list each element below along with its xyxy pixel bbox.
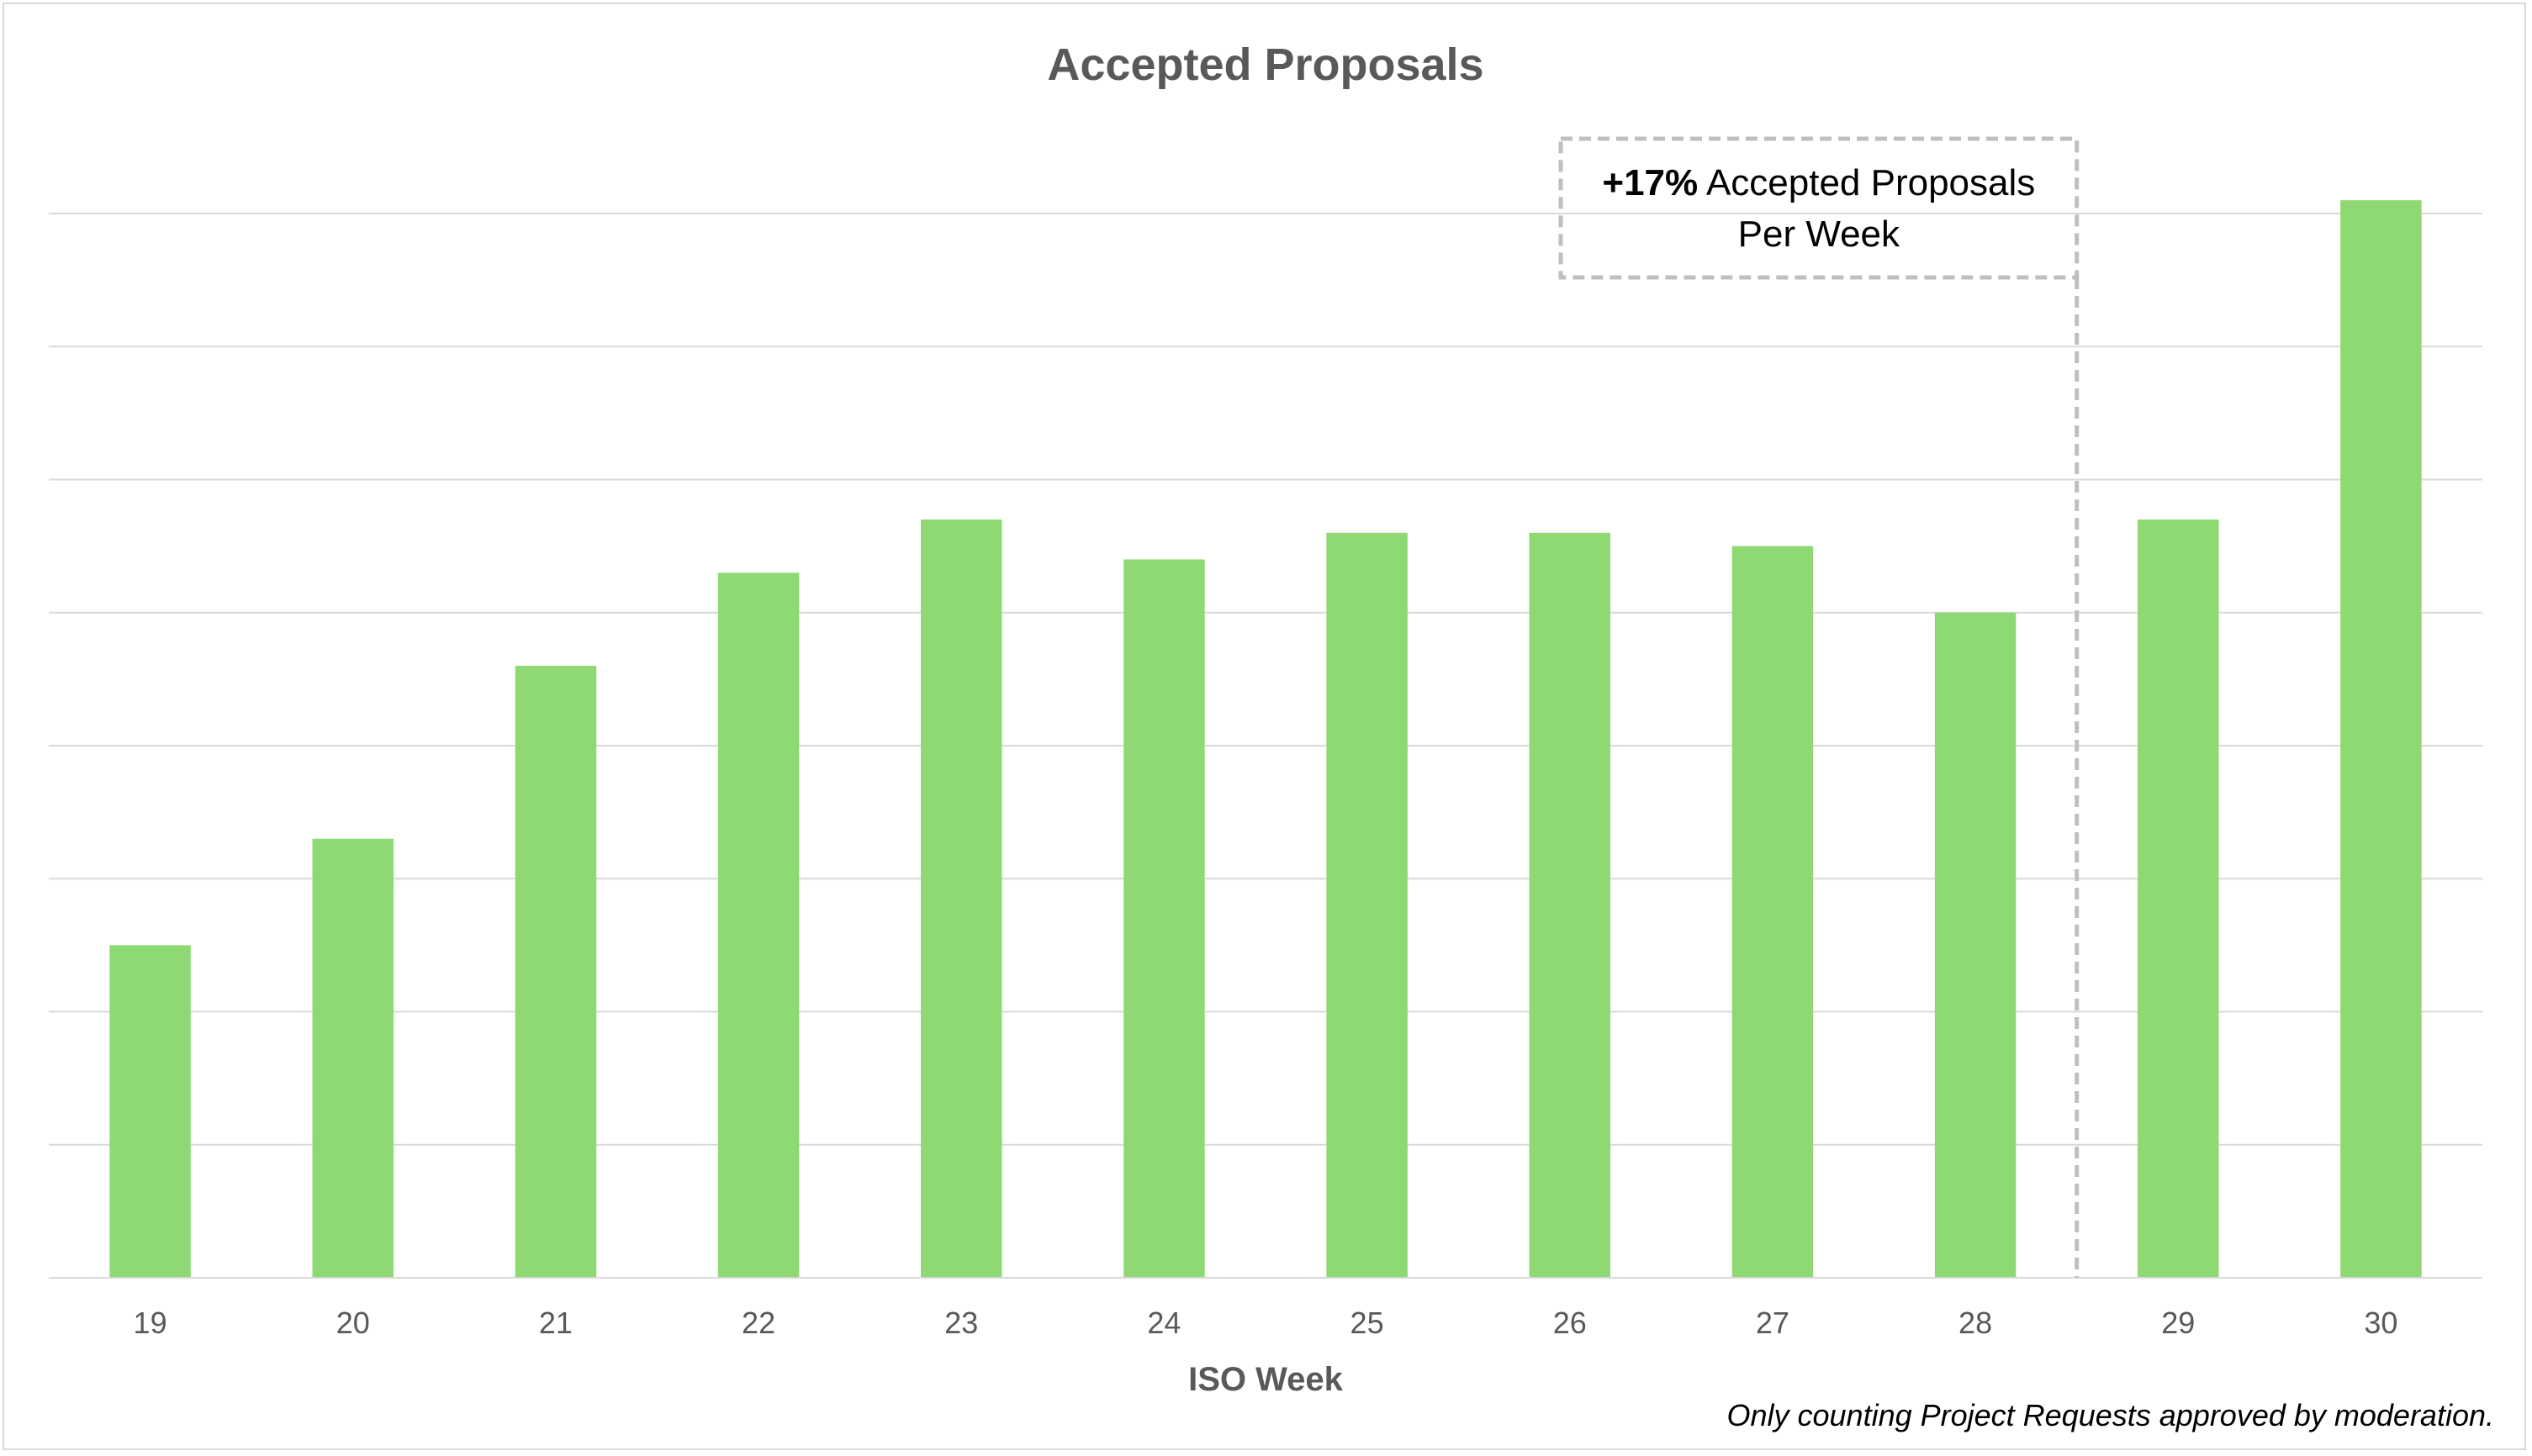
chart-title: Accepted Proposals [1047, 40, 1483, 90]
bar-week-24 [1123, 559, 1205, 1278]
chart-frame [3, 3, 2526, 1450]
x-tick-label: 20 [336, 1306, 370, 1340]
x-tick-label: 26 [1553, 1306, 1587, 1340]
x-tick-label: 27 [1756, 1306, 1789, 1340]
annotation-line-1-text: Accepted Proposals [1698, 162, 2035, 203]
bar-week-29 [2138, 519, 2219, 1278]
x-tick-label: 22 [742, 1306, 775, 1340]
annotation-line-2: Per Week [1738, 214, 1900, 255]
annotation-box [1558, 136, 2080, 280]
bar-week-30 [2340, 200, 2422, 1278]
annotation-callout: +17% Accepted Proposals Per Week [1558, 136, 2080, 1278]
footnote: Only counting Project Requests approved … [1726, 1398, 2494, 1432]
bar-week-28 [1934, 612, 2017, 1278]
bar-week-23 [921, 519, 1002, 1278]
x-tick-label: 24 [1147, 1306, 1181, 1340]
x-tick-label: 30 [2364, 1306, 2397, 1340]
x-tick-label: 29 [2161, 1306, 2195, 1340]
bar-week-25 [1326, 532, 1408, 1278]
bar-series [109, 200, 2422, 1278]
x-tick-label: 25 [1351, 1306, 1384, 1340]
x-tick-label: 23 [944, 1306, 978, 1340]
annotation-highlight: +17% [1602, 162, 1698, 203]
bar-week-22 [717, 572, 800, 1278]
bar-week-21 [515, 666, 597, 1278]
gridlines [49, 213, 2482, 1146]
x-axis-label: ISO Week [1188, 1361, 1344, 1398]
bar-week-19 [109, 945, 191, 1278]
bar-week-27 [1731, 546, 1814, 1278]
x-tick-label: 28 [1958, 1306, 1992, 1340]
bar-week-20 [312, 838, 394, 1278]
x-tick-label: 21 [539, 1306, 573, 1340]
bar-week-26 [1529, 532, 1610, 1278]
x-tick-label: 19 [134, 1306, 167, 1340]
x-axis-tick-labels: 19 20 21 22 23 24 25 26 27 28 29 30 [134, 1306, 2398, 1340]
annotation-line-1: +17% Accepted Proposals [1602, 162, 2035, 203]
